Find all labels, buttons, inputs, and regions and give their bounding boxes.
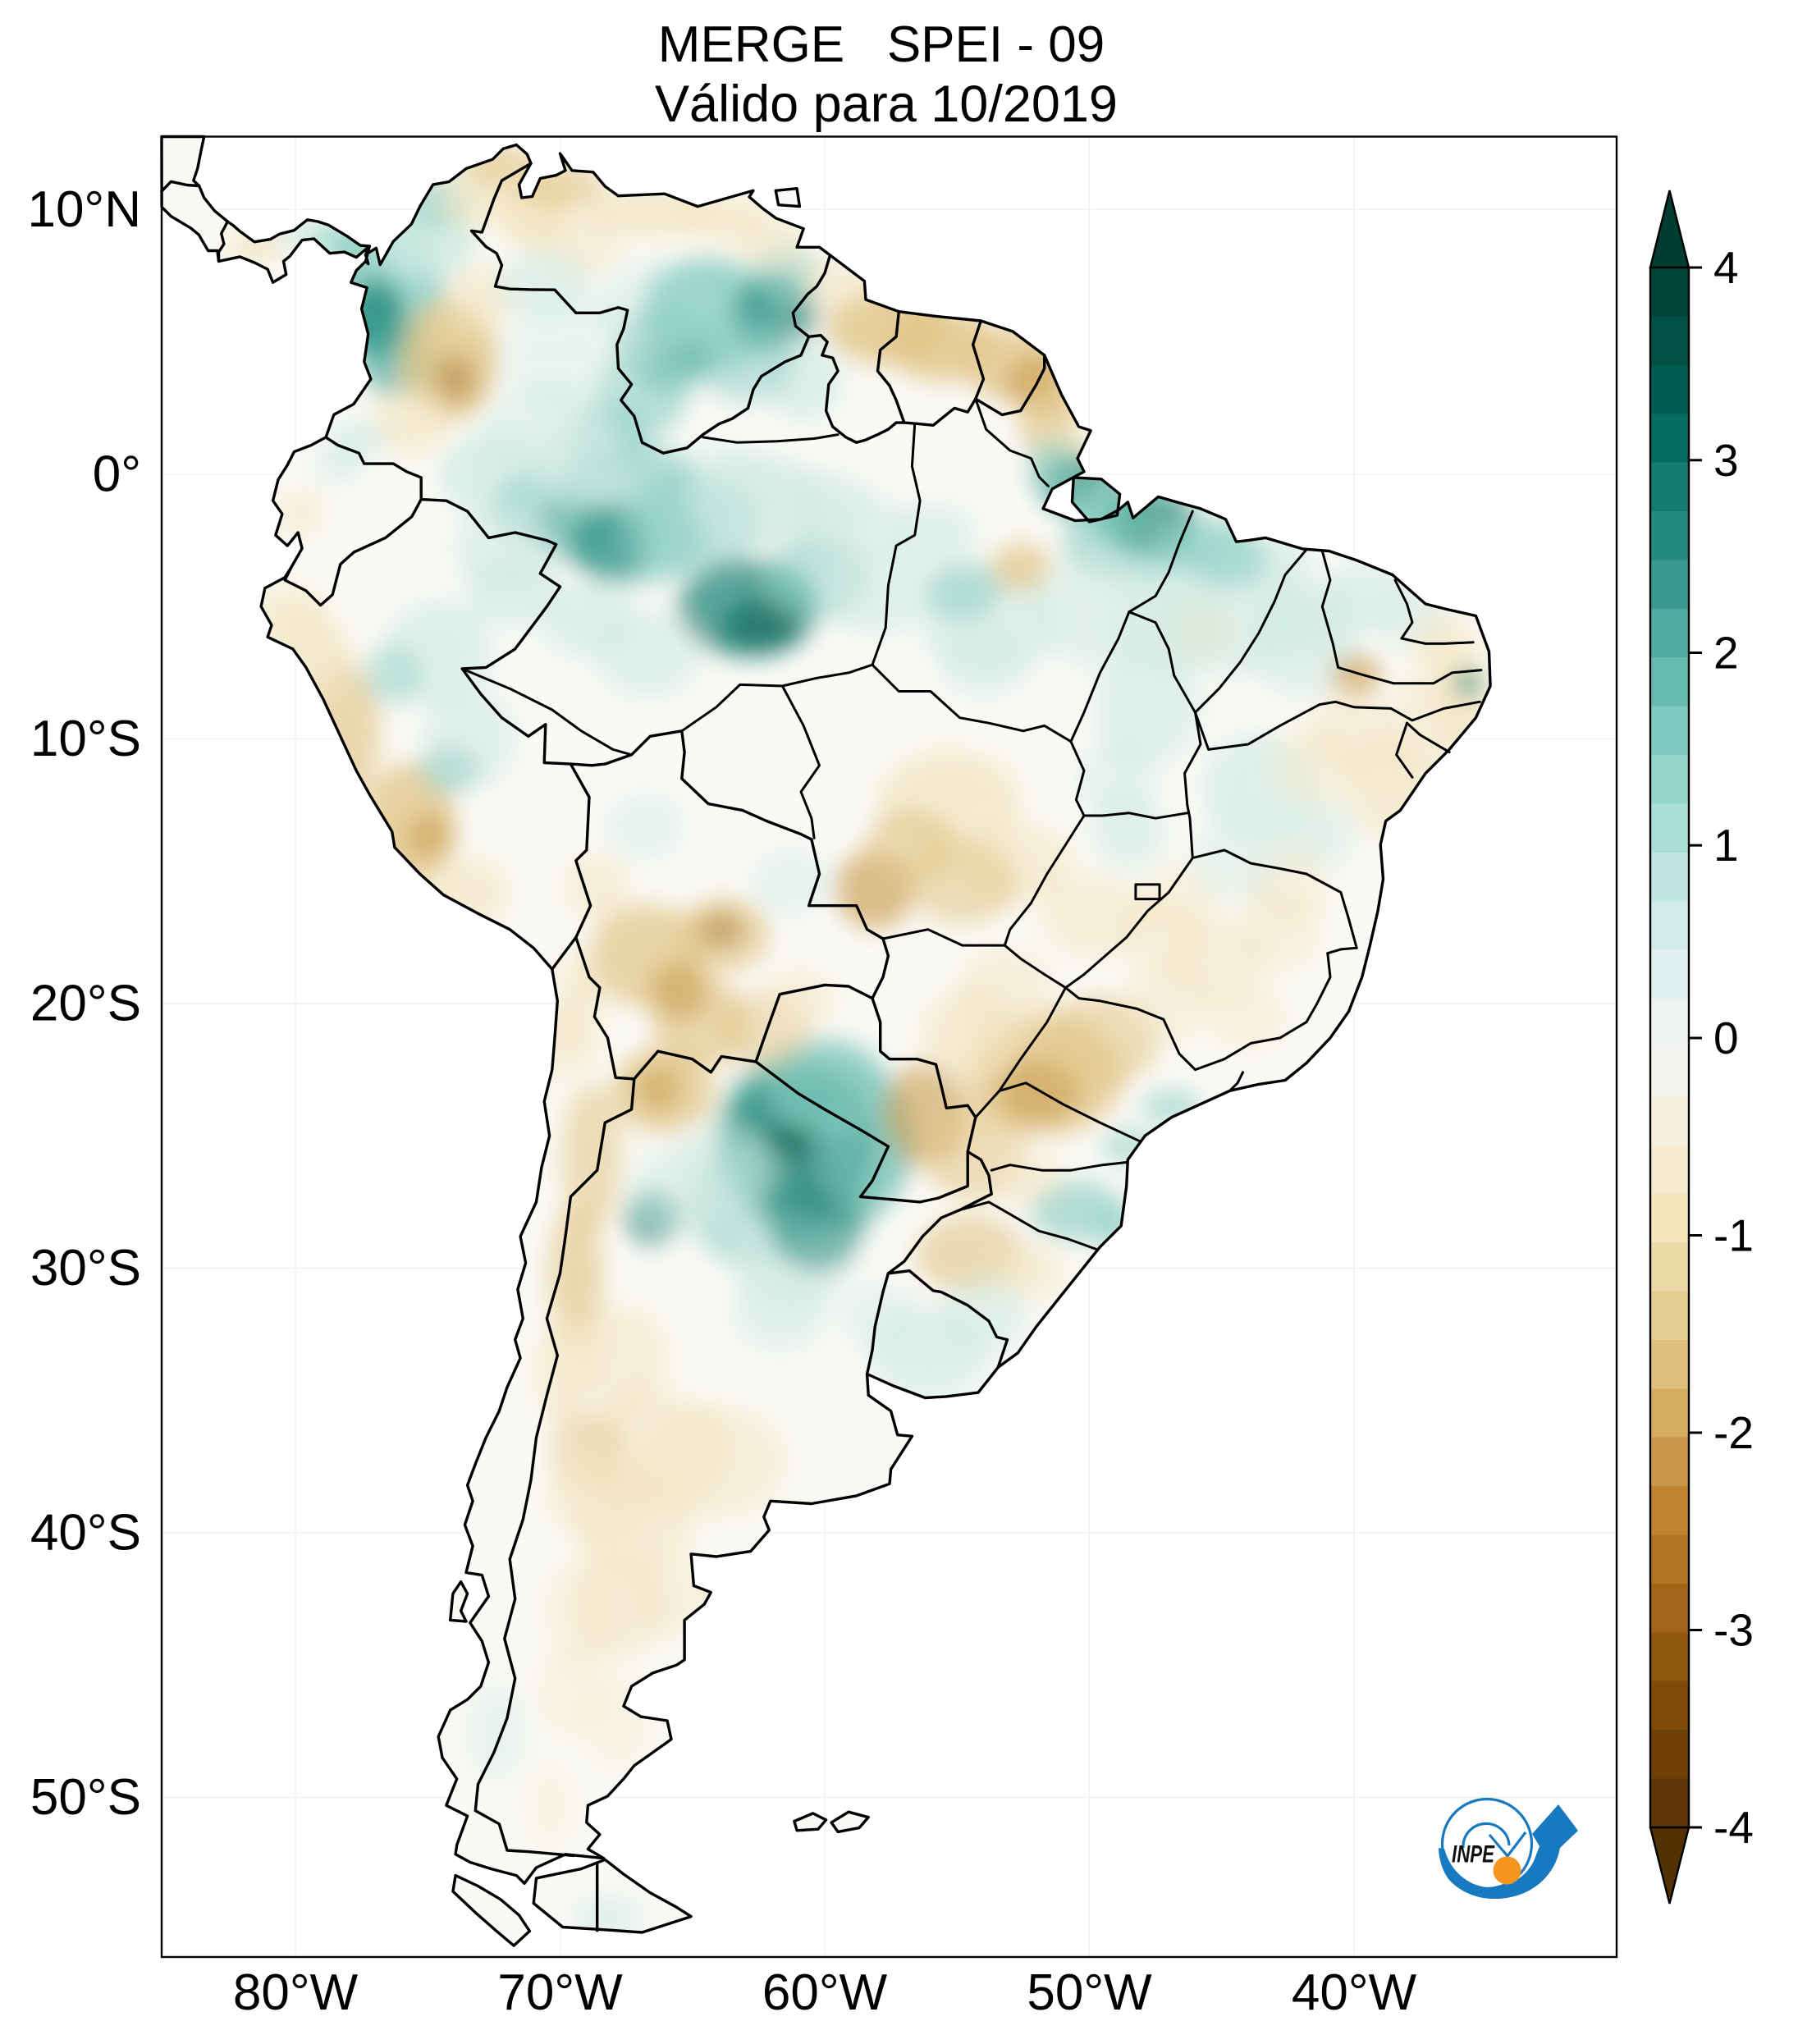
svg-text:-3: -3	[1713, 1605, 1754, 1656]
svg-text:50°S: 50°S	[30, 1769, 141, 1826]
svg-text:10°N: 10°N	[27, 181, 141, 238]
svg-text:-4: -4	[1713, 1802, 1754, 1853]
svg-text:40°S: 40°S	[30, 1505, 141, 1562]
svg-text:0: 0	[1713, 1013, 1739, 1063]
svg-text:0°: 0°	[93, 446, 141, 503]
svg-text:50°W: 50°W	[1027, 1964, 1152, 2021]
svg-text:Válido para 10/2019: Válido para 10/2019	[655, 75, 1118, 133]
svg-text:80°W: 80°W	[233, 1964, 359, 2021]
svg-text:2: 2	[1713, 628, 1739, 679]
svg-text:70°W: 70°W	[497, 1964, 623, 2021]
svg-text:20°S: 20°S	[30, 976, 141, 1032]
svg-text:4: 4	[1713, 242, 1739, 293]
svg-text:-1: -1	[1713, 1210, 1754, 1261]
svg-text:30°S: 30°S	[30, 1240, 141, 1296]
svg-text:MERGE SPEI - 09: MERGE SPEI - 09	[658, 16, 1105, 73]
svg-text:10°S: 10°S	[30, 711, 141, 767]
svg-text:3: 3	[1713, 435, 1739, 486]
svg-text:-2: -2	[1713, 1407, 1754, 1458]
svg-text:60°W: 60°W	[762, 1964, 888, 2021]
svg-text:1: 1	[1713, 820, 1739, 871]
svg-text:40°W: 40°W	[1292, 1964, 1417, 2021]
svg-text:INPE: INPE	[1452, 1841, 1495, 1868]
